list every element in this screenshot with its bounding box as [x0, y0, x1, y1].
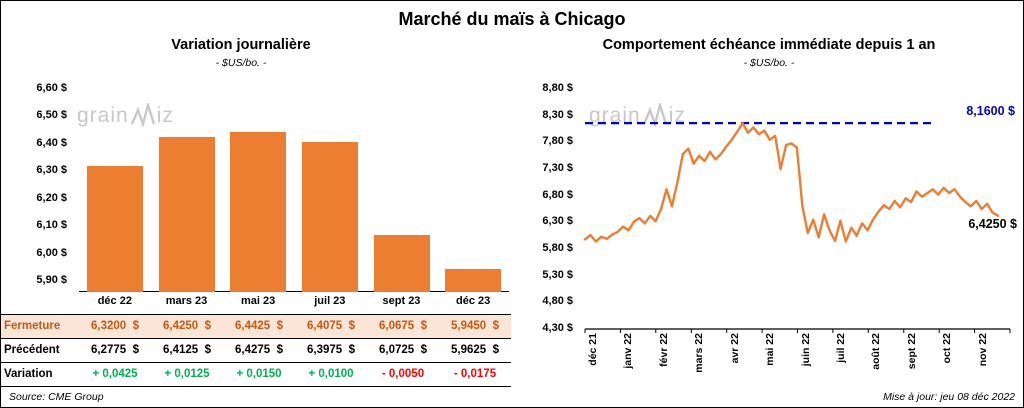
bar-category-label: juil 23	[314, 295, 346, 307]
line-month-label: août 22	[870, 333, 883, 370]
bar-plot-area	[79, 89, 509, 292]
line-ytick-label: 7,80 $	[542, 135, 573, 148]
bar-ytick-label: 6,60 $	[36, 82, 67, 94]
line-month-label: avr 22	[728, 333, 741, 364]
price-cell: 5,9625 $	[451, 344, 499, 356]
update-date-note: Mise à jour: jeu 08 déc 2022	[883, 391, 1015, 403]
price-table: Fermeture 6,3200 $ 6,4250 $ 6,4425 $ 6,4075 …	[1, 314, 511, 387]
bar-juil-23	[301, 141, 358, 292]
bar-ytick-label: 6,30 $	[36, 164, 67, 177]
price-cell: 6,4250 $	[163, 320, 211, 332]
bar-mars-23	[158, 137, 215, 292]
page-title: Marché du maïs à Chicago	[398, 9, 626, 29]
line-ytick-label: 5,80 $	[542, 242, 573, 254]
line-chart-title: Comportement échéance immédiate depuis 1…	[602, 37, 936, 53]
line-month-label: nov 22	[976, 333, 989, 367]
watermark-text-grain: grain	[77, 104, 129, 127]
line-plot-svg	[583, 121, 1011, 333]
bar-category-label: déc 22	[97, 295, 132, 307]
bar-category-label: sept 23	[382, 295, 421, 307]
line-month-label: juil 22	[834, 333, 847, 363]
table-row-variation: Variation + 0,0425 + 0,0125 + 0,0150 + 0,010…	[1, 363, 511, 387]
line-month-label: mars 22	[693, 333, 706, 373]
bar-ytick-label: 5,90 $	[36, 274, 67, 286]
price-series-line	[583, 121, 1000, 243]
price-cell: + 0,0125	[164, 368, 210, 380]
price-cell: 6,4425 $	[235, 320, 283, 332]
row-label-variation: Variation	[4, 368, 53, 380]
line-month-label: déc 21	[587, 333, 599, 366]
row-label-precedent: Précédent	[4, 344, 60, 356]
grainwiz-watermark: grain iz	[77, 103, 174, 128]
price-cell: 6,0675 $	[379, 320, 427, 332]
table-row-fermeture: Fermeture 6,3200 $ 6,4250 $ 6,4425 $ 6,4075 …	[1, 315, 511, 339]
price-cell: + 0,0150	[236, 368, 282, 380]
price-cell: + 0,0100	[308, 368, 354, 380]
reference-price-label: 8,1600 $	[966, 104, 1015, 118]
bar-ytick-label: 6,50 $	[36, 109, 67, 122]
line-ytick-label: 6,80 $	[542, 188, 573, 201]
line-ytick-label: 8,30 $	[542, 108, 573, 121]
daily-variation-panel: Variation journalière - $US/bo. - grain …	[1, 31, 513, 391]
bar-chart-title: Variation journalière	[171, 37, 311, 53]
bar-ytick-label: 6,10 $	[36, 219, 67, 232]
bar-ytick-label: 6,20 $	[36, 191, 67, 204]
source-note: Source: CME Group	[9, 391, 104, 403]
line-month-label: juin 22	[799, 333, 812, 367]
bar-mai-23	[230, 132, 287, 292]
grainwiz-zigzag-icon	[130, 103, 155, 127]
price-cell: 6,3200 $	[91, 320, 139, 332]
last-price-label: 6,4250 $	[968, 217, 1017, 231]
line-ytick-label: 4,80 $	[542, 295, 573, 308]
bar-x-axis: déc 22 mars 23 mai 23 juil 23 sept 23 déc 23	[1, 295, 513, 311]
price-cell: 6,4275 $	[235, 344, 283, 356]
line-chart-subtitle: - $US/bo. -	[743, 57, 795, 69]
price-cell: 6,0725 $	[379, 344, 427, 356]
row-label-fermeture: Fermeture	[4, 320, 61, 332]
bar-chart-subtitle: - $US/bo. -	[215, 57, 267, 69]
price-cell: 5,9450 $	[451, 320, 499, 332]
line-ytick-label: 4,30 $	[542, 322, 573, 334]
line-ytick-label: 6,30 $	[542, 215, 573, 228]
bar-déc-22	[86, 165, 143, 292]
bar-category-label: mai 23	[241, 295, 276, 307]
bar-ytick-label: 6,00 $	[36, 246, 67, 259]
bar-déc-23	[445, 268, 502, 292]
bar-category-label: mars 23	[165, 295, 208, 307]
line-month-label: févr 22	[657, 333, 670, 367]
bar-y-axis: 6,60 $ 6,50 $ 6,40 $ 6,30 $ 6,20 $ 6,10 $ 6,00…	[1, 82, 73, 292]
watermark-text-iz: iz	[668, 104, 686, 127]
price-cell: 6,2775 $	[91, 344, 139, 356]
watermark-text-grain: grain	[589, 104, 641, 127]
price-cell: - 0,0175	[453, 368, 497, 380]
price-cell: 6,4075 $	[307, 320, 355, 332]
line-ytick-label: 5,30 $	[542, 268, 573, 281]
price-cell: - 0,0050	[381, 368, 425, 380]
price-cell: 6,3975 $	[307, 344, 355, 356]
table-row-precedent: Précédent 6,2775 $ 6,4125 $ 6,4275 $ 6,3975 …	[1, 339, 511, 363]
line-ytick-label: 7,30 $	[542, 162, 573, 174]
price-cell: + 0,0425	[92, 368, 138, 380]
line-month-label: mai 22	[764, 333, 777, 366]
line-y-axis: 8,80 $ 8,30 $ 7,80 $ 7,30 $ 6,80 $ 6,30 $ 5,80…	[513, 82, 579, 334]
line-month-label: janv 22	[622, 333, 635, 369]
price-cell: 6,4125 $	[163, 344, 211, 356]
front-month-panel: Comportement échéance immédiate depuis 1…	[513, 31, 1023, 391]
line-month-label: oct 22	[941, 333, 954, 364]
watermark-text-iz: iz	[156, 104, 174, 127]
bar-sept-23	[373, 235, 430, 292]
line-ytick-label: 8,80 $	[542, 82, 573, 94]
line-month-label: sept 22	[905, 333, 918, 370]
bar-ytick-label: 6,40 $	[36, 136, 67, 149]
bar-category-label: déc 23	[456, 295, 491, 307]
